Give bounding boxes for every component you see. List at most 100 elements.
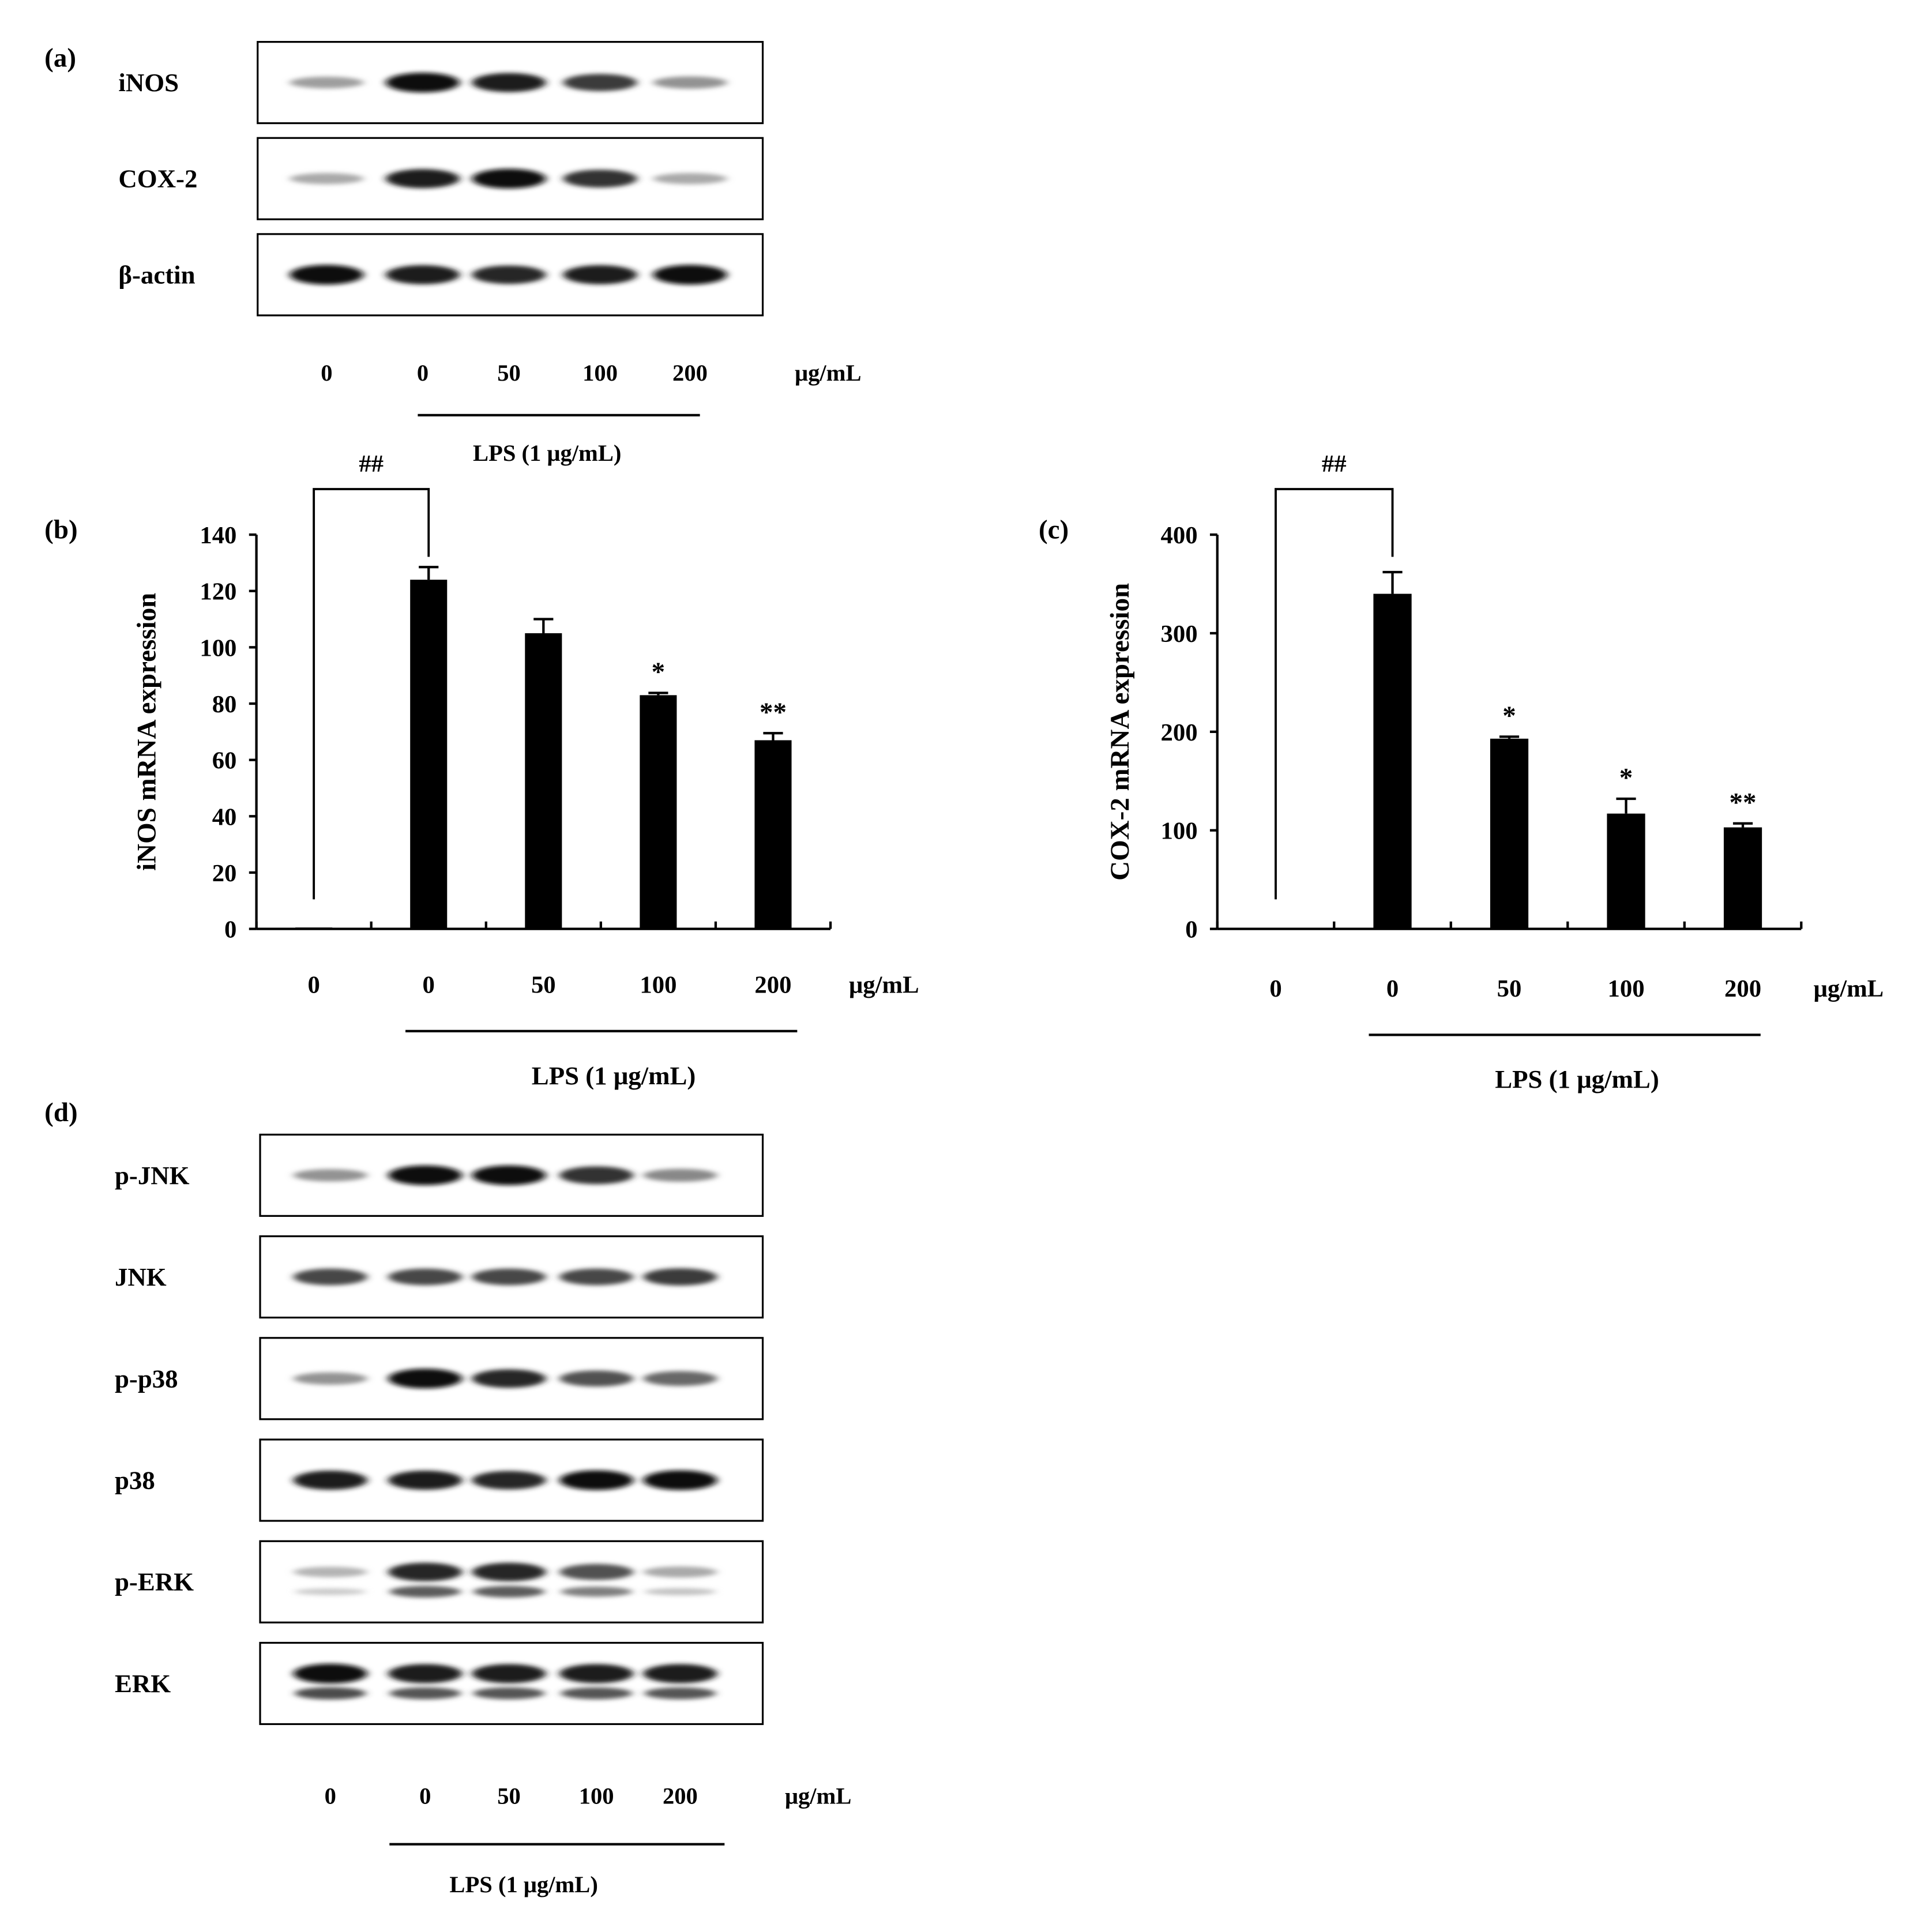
blot-band [385, 169, 460, 189]
y-tick-label: 60 [212, 747, 237, 775]
concentration-label: 0 [321, 360, 332, 386]
x-tick-label: 200 [1724, 975, 1761, 1002]
x-tick-label: 100 [640, 972, 676, 999]
blot-band-lower [561, 1587, 633, 1597]
x-tick-label: 0 [307, 972, 320, 999]
blot-band [559, 1370, 634, 1387]
significance-marker: ** [1730, 787, 1757, 817]
blot-band [388, 1664, 463, 1683]
panel-a-western-blot: (a) iNOS COX-2 β-actin 0 0 50 100 200 μg/mL LPS … [44, 41, 862, 466]
blot-band [653, 173, 727, 185]
blot-label: p-p38 [115, 1364, 178, 1393]
lps-treatment-label: LPS (1 μg/mL) [449, 1871, 597, 1897]
concentration-label: 200 [663, 1783, 698, 1809]
panel-b-label: (b) [44, 514, 77, 544]
blot-band [643, 1168, 717, 1182]
y-tick-label: 40 [212, 803, 237, 830]
y-tick-label: 120 [200, 578, 236, 606]
bracket-label: ## [1322, 450, 1347, 478]
lps-treatment-label: LPS (1 μg/mL) [473, 440, 621, 466]
concentration-label: 0 [325, 1783, 336, 1809]
significance-bracket [1275, 488, 1394, 900]
blot-band-lower [644, 1588, 716, 1596]
blot-band [388, 1562, 463, 1581]
lps-treatment-label: LPS (1 μg/mL) [532, 1061, 696, 1090]
concentration-label: 50 [497, 1783, 521, 1809]
bar [1373, 593, 1412, 929]
x-tick-label: 0 [1386, 975, 1399, 1002]
blot-band-lower [389, 1585, 461, 1598]
blot-row-ERK: ERK [115, 1641, 764, 1726]
y-tick-label: 400 [1161, 522, 1198, 549]
blot-band-lower [389, 1687, 461, 1700]
bar [525, 633, 562, 929]
x-tick-label: 200 [754, 972, 791, 999]
blot-label: p38 [115, 1465, 155, 1494]
panel-c-label: (c) [1039, 514, 1069, 544]
blot-band [472, 265, 546, 284]
blot-band [559, 1166, 634, 1185]
blot-band [293, 1169, 367, 1182]
blot-label: β-actin [118, 260, 195, 289]
blot-band [559, 1664, 634, 1683]
panel-d-western-blot: (d) p-JNK JNK p-p38 p38 p-ERK ERK 0 0 50 100 200 μ… [44, 1098, 851, 1897]
blot-band [559, 1564, 634, 1580]
panel-a-blots: iNOS COX-2 β-actin [118, 41, 764, 317]
blot-label: p-JNK [115, 1161, 190, 1190]
blot-band [472, 1369, 546, 1388]
blot-band [293, 1268, 367, 1286]
blot-band [563, 170, 637, 188]
y-tick-label: 20 [212, 860, 237, 887]
blot-band [290, 173, 364, 185]
significance-marker: * [652, 657, 666, 687]
significance-marker: * [1502, 701, 1516, 731]
blot-band [293, 1372, 367, 1385]
blot-label: ERK [115, 1669, 171, 1698]
blot-row--actin: β-actin [118, 233, 764, 317]
lps-treatment-label: LPS (1 μg/mL) [1495, 1065, 1659, 1093]
x-tick-label: 50 [531, 972, 556, 999]
panel-a-concentration-axis: 0 0 50 100 200 μg/mL LPS (1 μg/mL) [321, 360, 861, 466]
bar [1490, 738, 1529, 929]
y-tick-label: 200 [1161, 719, 1198, 746]
y-axis-title: COX-2 mRNA expression [1105, 583, 1135, 881]
y-tick-label: 100 [200, 634, 236, 662]
blot-label: JNK [115, 1262, 167, 1291]
panel-d-label: (d) [44, 1098, 77, 1128]
bar [1607, 813, 1645, 929]
concentration-label: 100 [582, 360, 618, 386]
y-tick-label: 100 [1161, 818, 1198, 845]
blot-band [472, 1562, 546, 1581]
y-axis-title: iNOS mRNA expression [131, 593, 161, 871]
blot-band [563, 265, 637, 284]
blot-band [290, 265, 364, 285]
y-tick-label: 0 [224, 916, 236, 944]
blot-band [385, 265, 460, 284]
panel-b-inos-chart: (b) 0 20 40 60 80 100 120 140 iNOS mRNA expressi… [44, 450, 919, 1090]
concentration-label: 50 [497, 360, 521, 386]
blot-band-lower [644, 1687, 716, 1700]
y-tick-label: 140 [200, 522, 236, 549]
bar [295, 927, 333, 929]
blot-band [472, 1268, 546, 1286]
blot-band [653, 265, 727, 285]
blot-band [563, 74, 637, 92]
blot-band [388, 1268, 463, 1286]
blot-row-p-p38: p-p38 [115, 1337, 764, 1420]
blot-band [385, 73, 460, 93]
blot-band [643, 1268, 717, 1286]
chart-b-plot: 0 20 40 60 80 100 120 140 iNOS mRNA expression 0 0… [131, 450, 919, 1090]
unit-label: μg/mL [785, 1783, 851, 1809]
bar [410, 580, 448, 929]
blot-band [472, 1471, 546, 1490]
blot-frame [259, 1540, 764, 1623]
blot-band [643, 1664, 717, 1683]
unit-label: μg/mL [1814, 975, 1884, 1002]
blot-band [472, 1165, 546, 1185]
blot-band [293, 1470, 367, 1490]
blot-band-lower [294, 1588, 366, 1595]
blot-band [388, 1470, 463, 1490]
blot-band [643, 1371, 717, 1386]
blot-band-lower [294, 1687, 366, 1700]
